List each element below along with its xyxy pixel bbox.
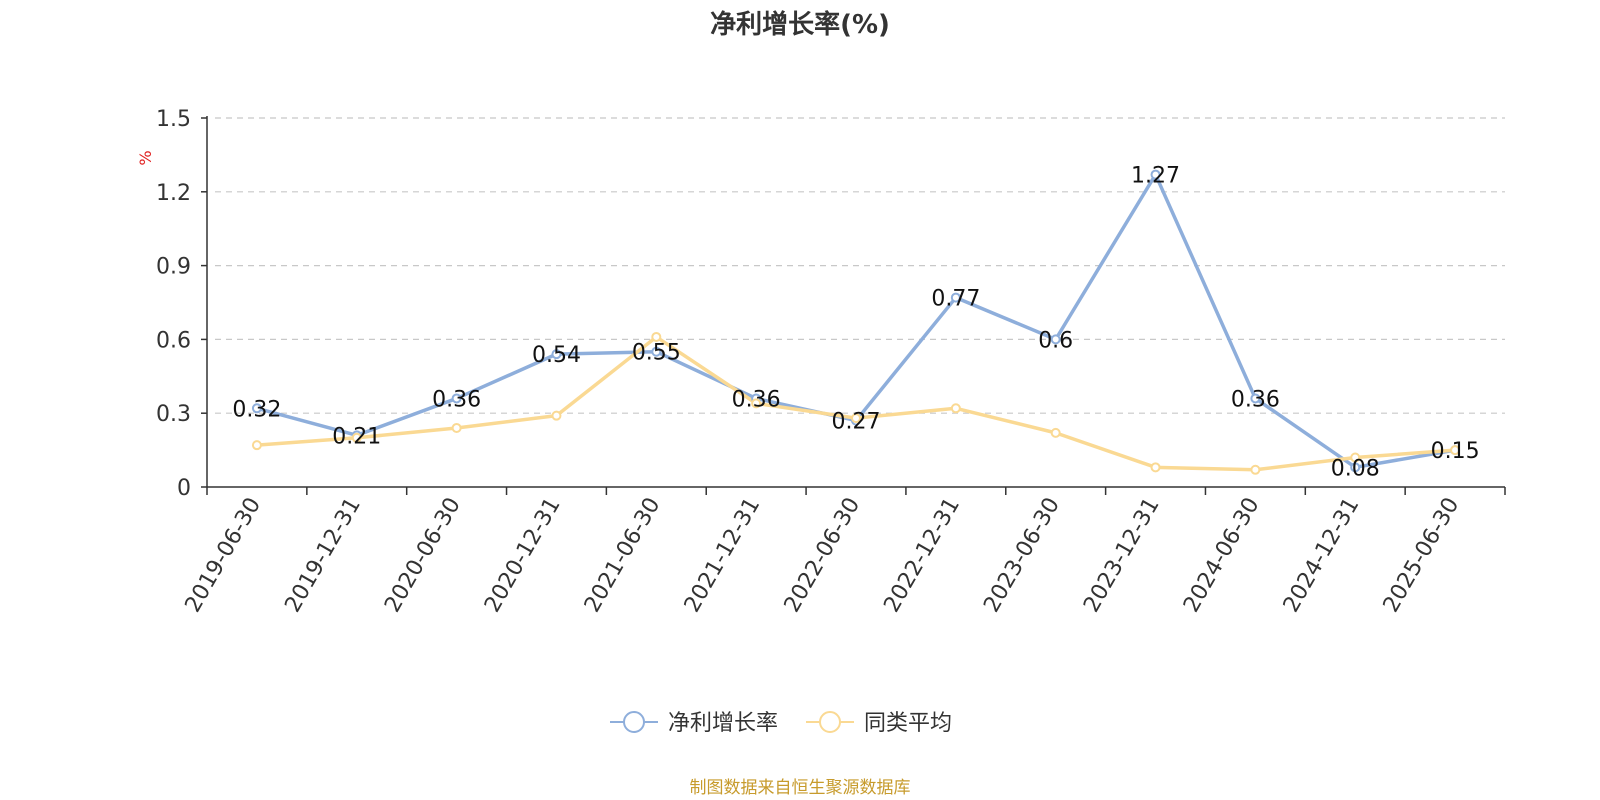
y-tick-label: 0.3 bbox=[156, 402, 191, 427]
data-point bbox=[1050, 427, 1061, 438]
axes: 00.30.60.91.21.5%2019-06-30 2019-12-31 202… bbox=[136, 107, 1506, 617]
x-tick-label: 2019-12-31 bbox=[280, 494, 366, 617]
data-point bbox=[651, 331, 662, 342]
x-tick-label: 2020-12-31 bbox=[480, 494, 566, 617]
data-point bbox=[950, 403, 961, 414]
data-label: 0.08 bbox=[1331, 456, 1380, 481]
data-point bbox=[451, 422, 462, 433]
chart-title: 净利增长率(%) bbox=[710, 10, 890, 40]
data-point bbox=[1250, 464, 1261, 475]
legend-label: 净利增长率 bbox=[668, 711, 778, 736]
y-tick-label: 1.2 bbox=[156, 181, 191, 206]
x-tick-label: 2025-06-30 bbox=[1379, 494, 1465, 617]
y-tick-label: 0.9 bbox=[156, 255, 191, 280]
data-label: 0.54 bbox=[532, 343, 581, 368]
data-point bbox=[551, 410, 562, 421]
y-axis-label: % bbox=[136, 150, 155, 165]
data-label: 0.36 bbox=[432, 387, 481, 412]
data-point bbox=[1150, 462, 1161, 473]
x-tick-label: 2022-06-30 bbox=[780, 494, 866, 617]
data-point bbox=[251, 403, 262, 414]
data-point bbox=[1150, 169, 1161, 180]
x-tick-label: 2021-12-31 bbox=[680, 494, 766, 617]
data-point bbox=[1350, 462, 1361, 473]
data-label: 0.36 bbox=[1231, 387, 1280, 412]
data-point bbox=[851, 413, 861, 424]
x-tick-label: 2022-12-31 bbox=[879, 494, 965, 617]
data-point bbox=[351, 432, 362, 443]
x-tick-label: 2024-06-30 bbox=[1179, 494, 1265, 617]
x-tick-label: 2023-06-30 bbox=[979, 494, 1065, 617]
x-tick-label: 2020-06-30 bbox=[380, 494, 466, 617]
x-tick-label: 2019-06-30 bbox=[181, 494, 267, 617]
data-label: 0.6 bbox=[1038, 328, 1073, 353]
data-point bbox=[1350, 452, 1361, 463]
data-point bbox=[651, 346, 662, 357]
data-labels: 0.32 0.21 0.36 0.54 0.55 0.36 0.27 0.77 0.6 1.27 0… bbox=[232, 164, 1479, 482]
data-label: 0.77 bbox=[931, 287, 980, 312]
legend-label: 同类平均 bbox=[864, 711, 952, 736]
data-label: 0.32 bbox=[232, 397, 281, 422]
x-tick-label: 2023-12-31 bbox=[1079, 494, 1165, 617]
y-tick-label: 1.5 bbox=[156, 107, 191, 132]
data-label: 0.27 bbox=[832, 410, 881, 435]
x-tick-label: 2024-12-31 bbox=[1279, 494, 1365, 617]
y-tick-label: 0.6 bbox=[156, 328, 191, 353]
source-note: 制图数据来自恒生聚源数据库 bbox=[689, 778, 911, 798]
data-point bbox=[451, 393, 462, 404]
legend-marker-icon bbox=[819, 711, 841, 733]
data-label: 0.21 bbox=[332, 424, 381, 449]
data-label: 1.27 bbox=[1131, 164, 1180, 189]
data-point bbox=[1250, 393, 1261, 404]
series-lines bbox=[251, 169, 1461, 475]
data-point bbox=[251, 440, 262, 451]
data-label: 0.15 bbox=[1431, 439, 1480, 464]
data-point bbox=[551, 349, 562, 360]
data-point bbox=[1450, 445, 1461, 456]
data-point bbox=[751, 398, 762, 409]
legend-item-1[interactable]: 同类平均 bbox=[806, 711, 952, 736]
x-tick-label: 2021-06-30 bbox=[580, 494, 666, 617]
legend[interactable]: 净利增长率 同类平均 bbox=[610, 711, 952, 736]
grid-lines bbox=[215, 117, 1505, 414]
legend-item-0[interactable]: 净利增长率 bbox=[610, 711, 778, 736]
data-label: 0.36 bbox=[732, 387, 781, 412]
y-tick-label: 0 bbox=[177, 476, 191, 501]
data-point bbox=[950, 292, 961, 303]
legend-marker-icon bbox=[623, 711, 645, 733]
data-label: 0.55 bbox=[632, 341, 681, 366]
data-point bbox=[1050, 334, 1061, 345]
